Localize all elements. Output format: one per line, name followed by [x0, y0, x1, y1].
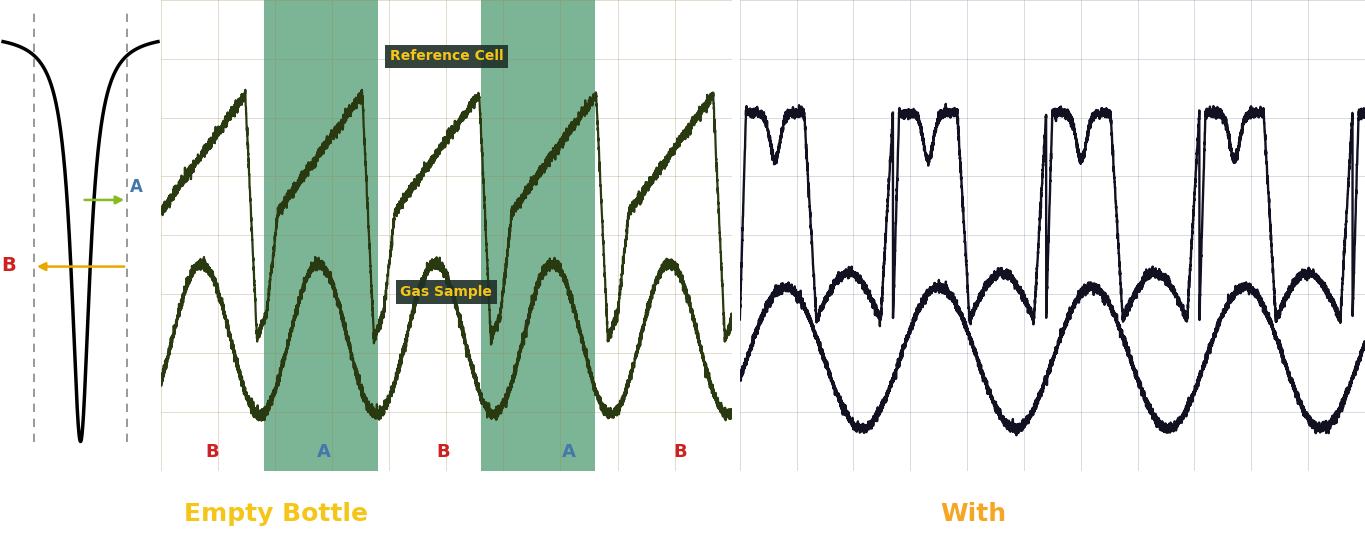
Text: Empty Bottle: Empty Bottle: [184, 502, 369, 526]
Text: B: B: [673, 443, 687, 461]
Text: B: B: [206, 443, 220, 461]
Text: gas inside: gas inside: [1009, 502, 1160, 526]
Text: Reference Cell: Reference Cell: [389, 50, 504, 63]
Text: With: With: [940, 502, 1006, 526]
Text: B: B: [1, 256, 16, 275]
Bar: [480, 0, 595, 471]
Text: Gas Sample: Gas Sample: [400, 285, 493, 299]
Bar: [263, 0, 378, 471]
Text: A: A: [317, 443, 330, 461]
Text: B: B: [437, 443, 450, 461]
Text: A: A: [562, 443, 576, 461]
Text: A: A: [130, 178, 143, 196]
Text: (No gas inside): (No gas inside): [429, 502, 651, 526]
